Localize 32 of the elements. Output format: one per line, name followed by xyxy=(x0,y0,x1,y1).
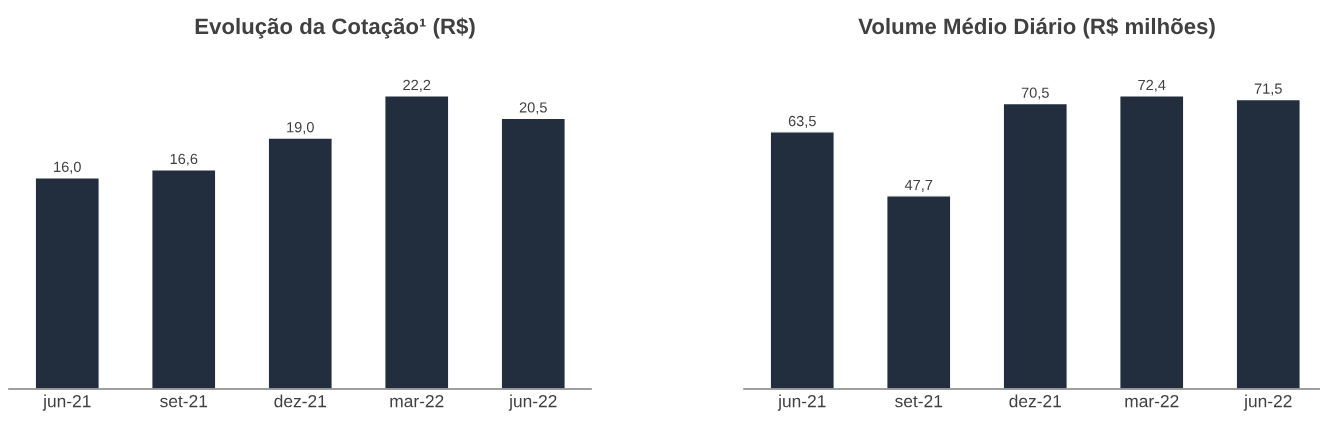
bar xyxy=(34,176,100,389)
bar xyxy=(769,131,835,389)
chart-title: Evolução da Cotação¹ (R$) xyxy=(195,17,475,39)
data-label: 20,5 xyxy=(519,102,547,115)
data-label: 63,5 xyxy=(788,115,816,128)
bar xyxy=(1002,102,1068,389)
x-tick-label: jun-21 xyxy=(777,394,826,411)
bar xyxy=(1235,98,1301,389)
x-tick-label: jun-22 xyxy=(508,394,557,411)
x-tick-label: mar-22 xyxy=(390,395,444,408)
data-label: 19,0 xyxy=(287,122,314,135)
bar xyxy=(267,137,333,389)
bar xyxy=(886,195,952,389)
bar xyxy=(500,117,566,389)
data-label: 71,5 xyxy=(1254,83,1282,96)
data-label: 22,2 xyxy=(403,79,431,92)
x-tick-label: jun-22 xyxy=(1243,394,1292,411)
data-label: 72,4 xyxy=(1138,79,1166,92)
x-tick-label: dez-21 xyxy=(1009,394,1061,408)
chart-title: Volume Médio Diário (R$ milhões) xyxy=(858,17,1215,39)
x-tick-label: dez-21 xyxy=(274,394,326,408)
data-label: 16,0 xyxy=(54,161,81,174)
x-tick-label: jun-21 xyxy=(42,394,91,411)
bar xyxy=(151,169,217,389)
x-tick-label: set-21 xyxy=(895,395,943,408)
bar xyxy=(384,95,450,389)
data-label: 70,5 xyxy=(1021,87,1049,100)
x-tick-label: mar-22 xyxy=(1125,395,1179,408)
data-label: 47,7 xyxy=(904,179,933,192)
x-tick-label: set-21 xyxy=(160,395,208,408)
data-label: 16,6 xyxy=(170,153,198,166)
bar xyxy=(1119,95,1185,389)
